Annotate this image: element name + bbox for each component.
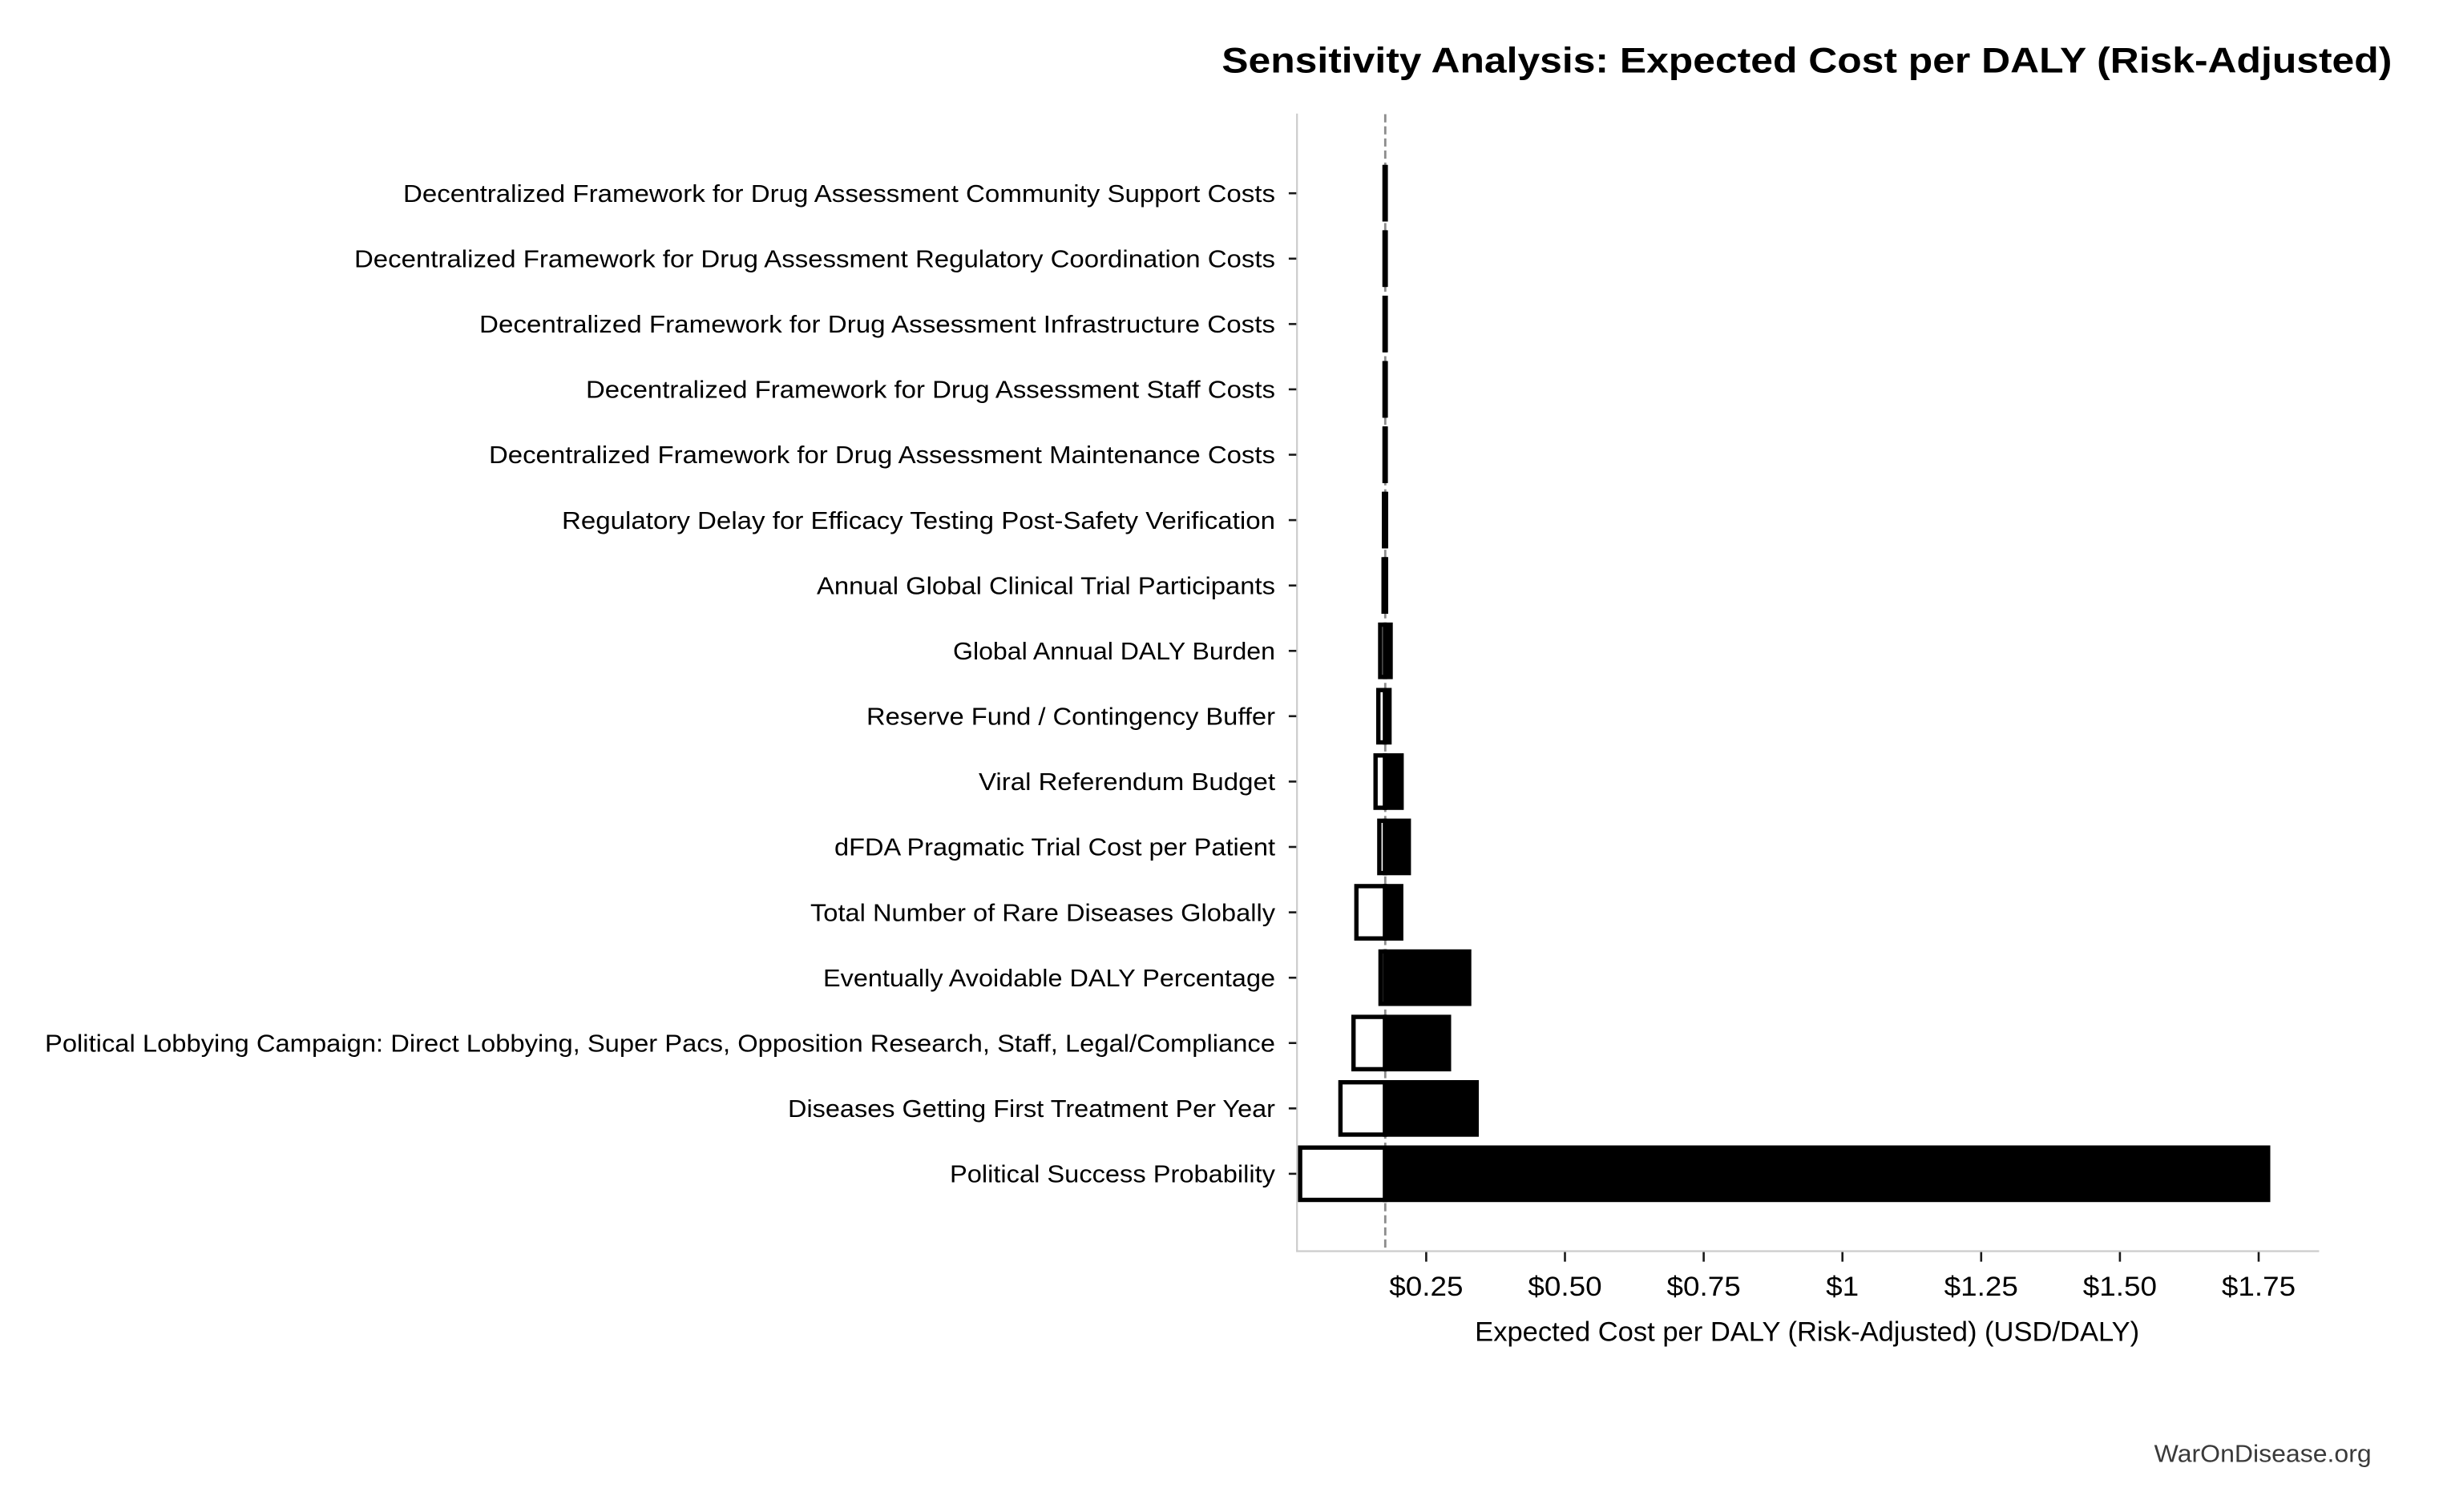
svg-text:WarOnDisease.org: WarOnDisease.org	[2154, 1440, 2372, 1468]
svg-text:$1.25: $1.25	[1944, 1272, 2018, 1302]
svg-text:Sensitivity Analysis: Expected: Sensitivity Analysis: Expected Cost per …	[1222, 42, 2392, 81]
svg-text:$0.50: $0.50	[1528, 1272, 1601, 1302]
svg-text:$1: $1	[1826, 1272, 1859, 1302]
svg-text:Viral Referendum Budget: Viral Referendum Budget	[979, 768, 1275, 796]
svg-text:Decentralized Framework for Dr: Decentralized Framework for Drug Assessm…	[403, 179, 1275, 208]
svg-text:Total Number of Rare Diseases: Total Number of Rare Diseases Globally	[810, 898, 1276, 926]
svg-text:Decentralized Framework for Dr: Decentralized Framework for Drug Assessm…	[354, 245, 1275, 273]
svg-text:Global Annual DALY Burden: Global Annual DALY Burden	[953, 637, 1275, 665]
svg-text:Reserve Fund / Contingency Buf: Reserve Fund / Contingency Buffer	[866, 703, 1275, 731]
svg-text:Eventually Avoidable DALY Perc: Eventually Avoidable DALY Percentage	[823, 964, 1275, 992]
svg-text:Political Lobbying Campaign: D: Political Lobbying Campaign: Direct Lobb…	[45, 1029, 1275, 1057]
svg-text:$1.50: $1.50	[2083, 1272, 2157, 1302]
svg-text:$1.75: $1.75	[2222, 1272, 2296, 1302]
svg-text:$0.25: $0.25	[1389, 1272, 1463, 1302]
svg-text:dFDA Pragmatic Trial Cost per: dFDA Pragmatic Trial Cost per Patient	[834, 833, 1275, 861]
svg-text:$0.75: $0.75	[1667, 1272, 1741, 1302]
svg-text:Expected Cost per DALY (Risk-A: Expected Cost per DALY (Risk-Adjusted) (…	[1475, 1316, 2139, 1347]
svg-text:Political Success Probability: Political Success Probability	[950, 1160, 1276, 1188]
svg-text:Decentralized Framework for Dr: Decentralized Framework for Drug Assessm…	[489, 441, 1275, 469]
svg-text:Annual Global Clinical Trial P: Annual Global Clinical Trial Participant…	[817, 571, 1275, 599]
svg-text:Decentralized Framework for Dr: Decentralized Framework for Drug Assessm…	[586, 376, 1275, 404]
svg-text:Regulatory Delay for Efficacy: Regulatory Delay for Efficacy Testing Po…	[562, 506, 1275, 534]
svg-text:Decentralized Framework for Dr: Decentralized Framework for Drug Assessm…	[479, 310, 1275, 338]
svg-text:Diseases Getting First Treatme: Diseases Getting First Treatment Per Yea…	[788, 1095, 1275, 1123]
